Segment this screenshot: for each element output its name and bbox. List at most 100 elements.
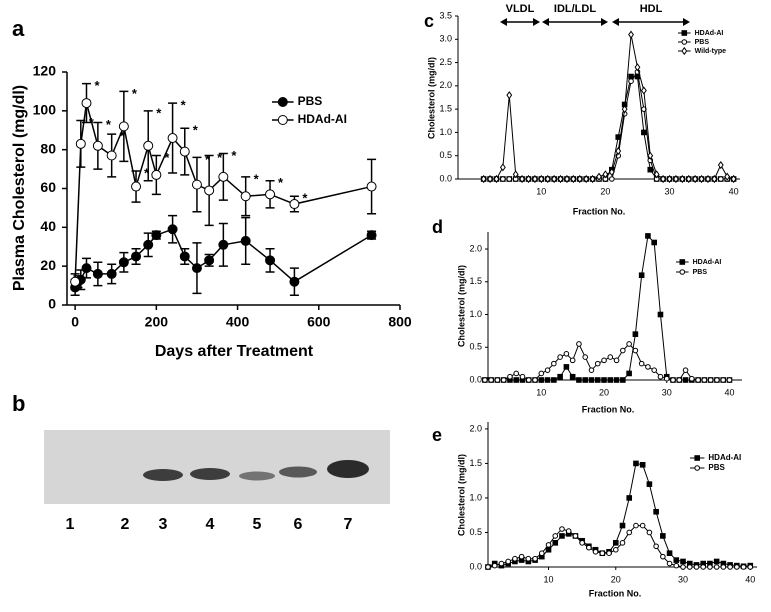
legend-label: PBS xyxy=(693,269,708,276)
significance-marker: * xyxy=(94,78,100,93)
lane-label: 5 xyxy=(253,516,262,533)
lane-label: 2 xyxy=(121,516,130,533)
marker xyxy=(485,564,491,570)
marker xyxy=(559,526,565,532)
series-line xyxy=(487,525,751,568)
marker xyxy=(552,533,559,539)
legend-marker xyxy=(277,115,288,125)
region-label: VLDL xyxy=(506,3,535,15)
marker xyxy=(151,169,162,180)
marker xyxy=(143,239,154,250)
marker xyxy=(594,377,601,383)
marker xyxy=(673,557,680,563)
marker xyxy=(569,357,576,364)
legend-label: HDAd-AI xyxy=(298,112,347,126)
panel-label: e xyxy=(432,425,442,445)
arrow-head xyxy=(533,18,540,26)
legend-marker xyxy=(681,46,688,56)
marker xyxy=(525,377,532,383)
marker xyxy=(602,170,609,179)
marker xyxy=(366,181,377,192)
marker xyxy=(506,91,513,100)
marker xyxy=(607,354,614,360)
arrow-head xyxy=(601,18,608,26)
marker xyxy=(651,239,657,246)
marker xyxy=(191,179,202,190)
marker xyxy=(167,224,178,235)
y-tick-label: 20 xyxy=(40,257,56,273)
marker xyxy=(693,564,700,570)
x-tick-label: 30 xyxy=(664,186,674,196)
marker xyxy=(646,481,653,487)
marker xyxy=(685,174,692,184)
marker xyxy=(92,140,103,151)
y-tick-label: 1.5 xyxy=(439,104,452,114)
marker xyxy=(707,377,714,383)
marker xyxy=(538,370,545,377)
marker xyxy=(680,558,686,565)
marker xyxy=(707,564,713,570)
y-tick-label: 0.0 xyxy=(469,561,482,571)
y-tick-label: 0.0 xyxy=(439,173,452,183)
marker xyxy=(613,357,620,364)
marker xyxy=(673,562,680,569)
y-tick-label: 1.0 xyxy=(439,127,452,137)
marker xyxy=(118,121,129,132)
x-tick-label: 10 xyxy=(536,186,546,196)
y-axis-label: Cholesterol (mg/dl) xyxy=(426,57,436,139)
marker xyxy=(726,377,733,383)
marker xyxy=(606,550,612,556)
marker xyxy=(609,176,615,182)
significance-marker: * xyxy=(156,105,162,120)
marker xyxy=(657,373,664,380)
marker xyxy=(634,63,641,72)
marker xyxy=(151,230,162,241)
marker xyxy=(641,129,647,136)
marker xyxy=(626,529,633,536)
marker xyxy=(563,351,570,357)
marker xyxy=(717,160,724,170)
marker xyxy=(711,174,718,184)
x-tick-label: 30 xyxy=(662,387,672,397)
marker xyxy=(626,341,632,347)
marker xyxy=(698,174,705,184)
x-tick-label: 40 xyxy=(729,186,739,196)
marker xyxy=(720,564,727,570)
marker xyxy=(499,163,506,172)
legend-label: PBS xyxy=(695,39,710,46)
marker xyxy=(724,172,731,181)
marker xyxy=(204,255,215,266)
region-label: HDL xyxy=(640,3,663,15)
marker xyxy=(689,375,695,382)
marker xyxy=(519,174,526,184)
y-tick-label: 120 xyxy=(33,63,57,79)
marker xyxy=(179,251,190,262)
marker xyxy=(601,377,607,383)
blot-band xyxy=(279,466,317,478)
marker xyxy=(500,176,506,182)
x-tick-label: 0 xyxy=(71,314,79,330)
y-tick-label: 0 xyxy=(48,296,56,312)
marker xyxy=(713,558,720,565)
legend-label: HDAd-AI xyxy=(693,259,722,266)
legend-label: PBS xyxy=(708,463,725,472)
x-tick-label: 40 xyxy=(745,574,755,584)
marker xyxy=(720,377,726,383)
x-tick-label: 600 xyxy=(307,314,331,330)
legend-label: PBS xyxy=(298,94,323,108)
marker xyxy=(564,174,570,184)
y-tick-label: 2.0 xyxy=(469,423,482,433)
y-tick-label: 60 xyxy=(40,179,56,195)
marker xyxy=(672,174,679,184)
marker xyxy=(70,276,81,287)
marker xyxy=(647,166,654,173)
x-tick-label: 10 xyxy=(544,574,554,584)
marker xyxy=(592,549,599,555)
marker xyxy=(505,558,511,565)
marker xyxy=(653,543,659,550)
marker xyxy=(596,172,602,181)
legend-marker xyxy=(681,39,688,45)
marker xyxy=(680,564,686,570)
